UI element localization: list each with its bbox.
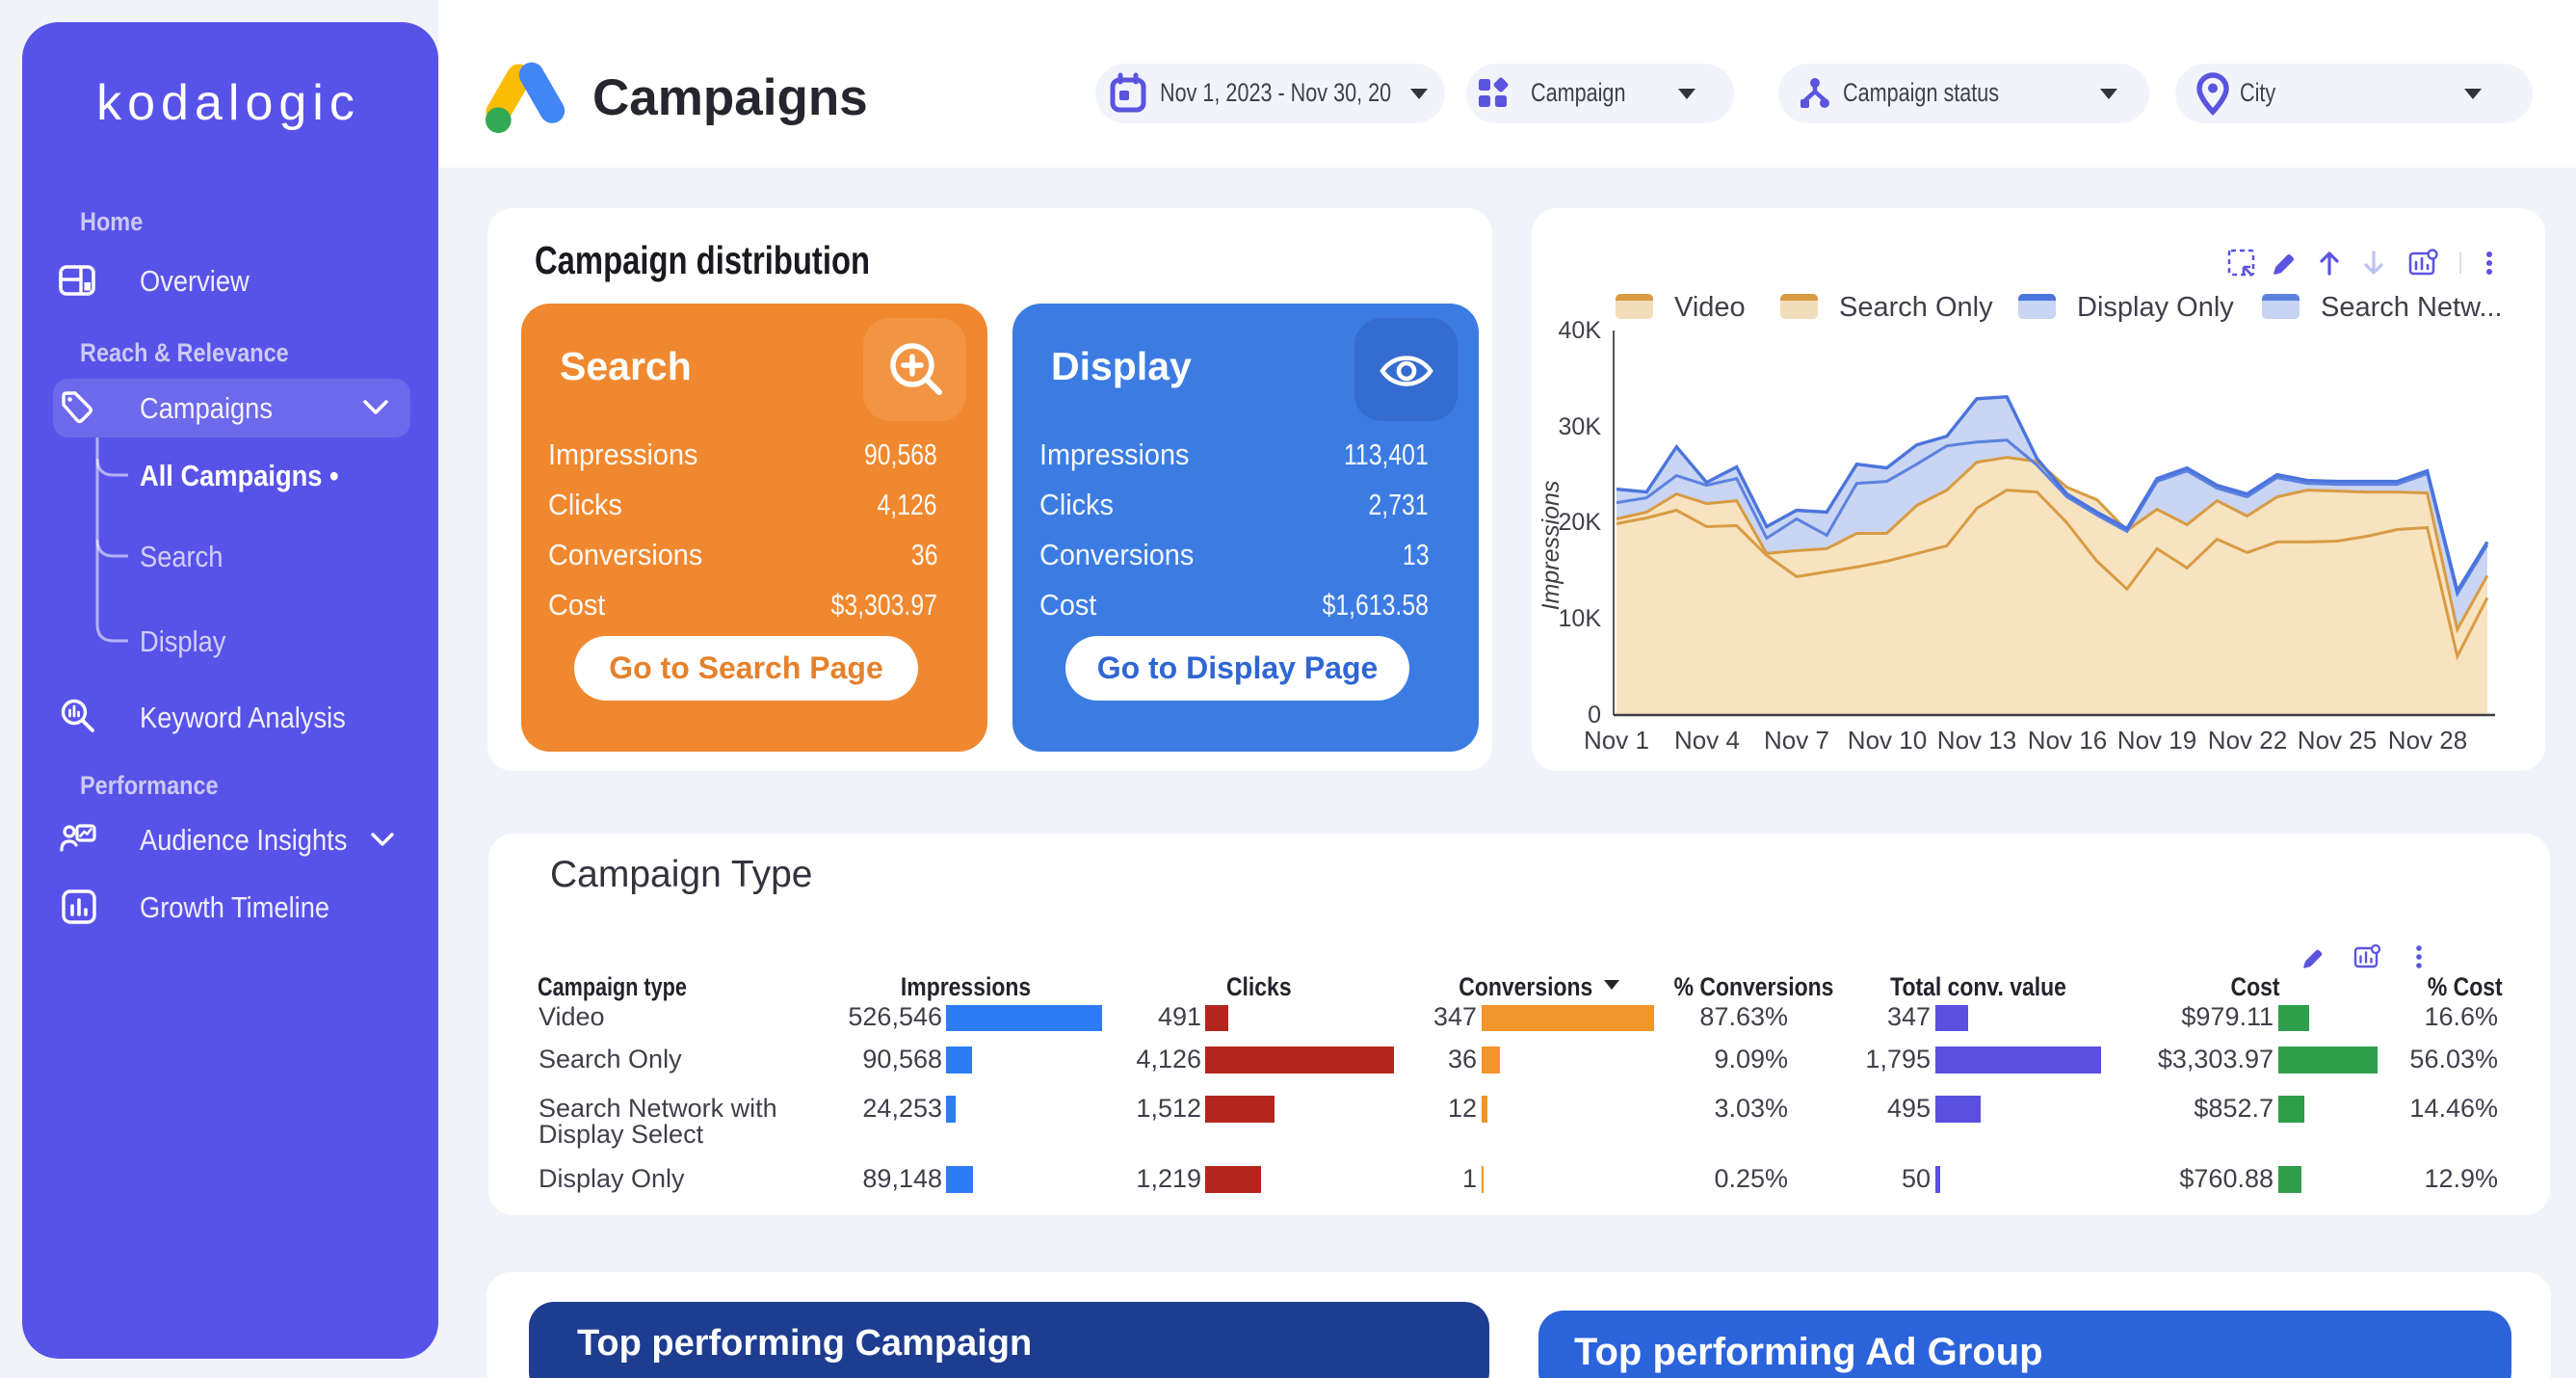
svg-text:Impressions: Impressions [1538, 481, 1564, 611]
